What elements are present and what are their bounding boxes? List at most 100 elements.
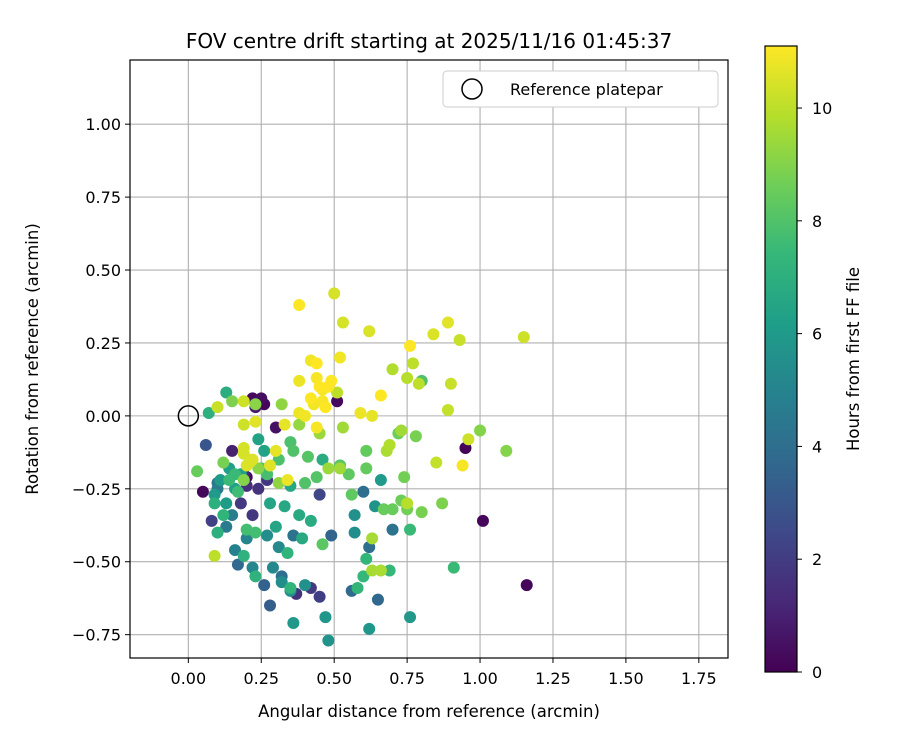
colorbar-label: Hours from first FF file <box>844 267 863 451</box>
data-point <box>310 421 323 434</box>
y-axis-label: Rotation from reference (arcmin) <box>23 223 42 495</box>
data-point <box>214 474 227 487</box>
x-tick-label: 0.25 <box>243 669 279 688</box>
data-point <box>310 357 323 370</box>
data-point <box>272 541 285 554</box>
data-point <box>383 439 396 452</box>
data-point <box>386 503 399 516</box>
data-point <box>226 509 239 522</box>
data-point <box>299 409 312 422</box>
data-point <box>281 546 294 559</box>
data-point <box>398 471 411 484</box>
data-point <box>252 462 265 475</box>
data-point <box>336 316 349 329</box>
data-point <box>395 424 408 437</box>
colorbar-tick-label: 8 <box>812 212 822 231</box>
data-point <box>348 526 361 539</box>
data-point <box>199 439 212 452</box>
data-point <box>237 441 250 454</box>
grid <box>130 60 728 658</box>
data-point <box>436 497 449 510</box>
data-point <box>441 404 454 417</box>
colorbar: 0 2 4 6 8 10 Hours from first FF file <box>764 45 863 682</box>
data-points <box>191 287 533 647</box>
data-point <box>304 514 317 527</box>
data-point <box>226 395 239 408</box>
data-point <box>357 570 370 583</box>
data-point <box>231 558 244 571</box>
data-point <box>287 444 300 457</box>
data-point <box>331 386 344 399</box>
data-point <box>217 456 230 469</box>
data-point <box>237 474 250 487</box>
data-point <box>406 357 419 370</box>
data-point <box>357 485 370 498</box>
data-point <box>462 433 475 446</box>
x-tick-label: 1.50 <box>608 669 644 688</box>
y-tick-label: 0.00 <box>85 407 121 426</box>
data-point <box>269 520 282 533</box>
data-point <box>211 401 224 414</box>
data-point <box>360 462 373 475</box>
colorbar-tick-label: 10 <box>812 99 832 118</box>
data-point <box>301 450 314 463</box>
data-point <box>360 444 373 457</box>
data-point <box>342 468 355 481</box>
reference-point-marker <box>177 405 200 427</box>
data-point <box>261 529 274 542</box>
data-point <box>325 529 338 542</box>
colorbar-tick-label: 2 <box>812 550 822 569</box>
data-point <box>313 488 326 501</box>
data-point <box>313 380 326 393</box>
data-point <box>220 497 233 510</box>
data-point <box>412 377 425 390</box>
data-point <box>520 579 533 592</box>
data-point <box>237 418 250 431</box>
data-point <box>205 514 218 527</box>
data-point <box>208 497 221 510</box>
data-point <box>336 421 349 434</box>
data-point <box>447 561 460 574</box>
colorbar-tick-label: 0 <box>812 663 822 682</box>
data-point <box>415 506 428 519</box>
colorbar-gradient <box>764 45 798 673</box>
data-point <box>229 544 242 557</box>
data-point <box>316 453 329 466</box>
data-point <box>313 590 326 603</box>
data-point <box>296 532 309 545</box>
data-point <box>208 488 221 501</box>
data-point <box>284 581 297 594</box>
data-point <box>404 523 417 536</box>
colorbar-tick-label: 4 <box>812 437 822 456</box>
data-point <box>374 389 387 402</box>
data-point <box>316 538 329 551</box>
data-point <box>258 444 271 457</box>
legend-label: Reference platepar <box>510 80 663 99</box>
data-point <box>366 409 379 422</box>
legend: Reference platepar <box>442 70 719 108</box>
data-point <box>249 526 262 539</box>
data-point <box>319 401 332 414</box>
y-tick-label: 0.75 <box>85 188 121 207</box>
data-point <box>328 287 341 300</box>
data-point <box>374 474 387 487</box>
data-point <box>360 552 373 565</box>
data-point <box>363 622 376 635</box>
data-point <box>246 453 259 466</box>
data-point <box>310 471 323 484</box>
data-point <box>322 634 335 647</box>
data-point <box>401 497 414 510</box>
data-point <box>237 549 250 562</box>
data-point <box>386 523 399 536</box>
data-point <box>269 444 282 457</box>
data-point <box>334 351 347 364</box>
y-tick-label: 0.50 <box>85 261 121 280</box>
data-point <box>246 509 259 522</box>
data-point <box>386 363 399 376</box>
data-point <box>252 433 265 446</box>
data-point <box>404 339 417 352</box>
data-point <box>377 503 390 516</box>
data-point <box>229 468 242 481</box>
x-tick-label: 0.50 <box>316 669 352 688</box>
